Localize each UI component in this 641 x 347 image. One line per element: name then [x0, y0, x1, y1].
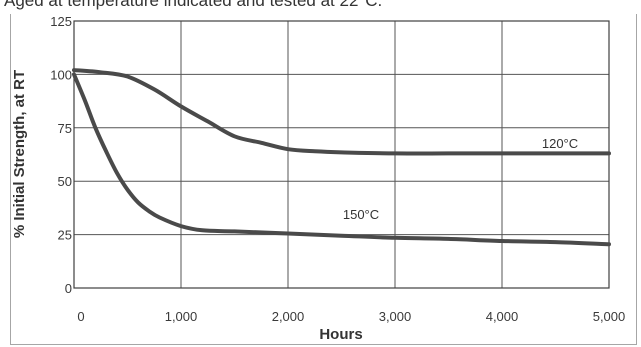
y-tick-label: 50: [58, 174, 72, 189]
figure-caption: Aged at temperature indicated and tested…: [4, 0, 383, 10]
y-tick-labels: 0 25 50 75 100 125: [50, 14, 72, 296]
x-tick-labels: 0 1,000 2,000 3,000 4,000 5,000: [77, 309, 625, 324]
x-tick-label: 3,000: [379, 309, 412, 324]
series-line: [72, 68, 611, 156]
x-tick-label: 2,000: [272, 309, 305, 324]
series-labels: 120°C 150°C: [343, 136, 578, 222]
series-line: [72, 72, 611, 247]
series-label: 150°C: [343, 207, 379, 222]
x-axis-label: Hours: [319, 326, 362, 343]
x-tick-label: 5,000: [593, 309, 626, 324]
series-label: 120°C: [542, 136, 578, 151]
y-tick-label: 75: [58, 121, 72, 136]
y-tick-label: 100: [50, 67, 72, 82]
y-tick-label: 0: [65, 281, 72, 296]
series-lines: [72, 68, 611, 247]
y-tick-label: 25: [58, 228, 72, 243]
y-tick-label: 125: [50, 14, 72, 29]
x-tick-label: 4,000: [486, 309, 519, 324]
y-axis-label: % Initial Strength, at RT: [11, 70, 28, 238]
chart-frame: [10, 14, 637, 345]
x-tick-label: 0: [77, 309, 84, 324]
x-tick-label: 1,000: [165, 309, 198, 324]
